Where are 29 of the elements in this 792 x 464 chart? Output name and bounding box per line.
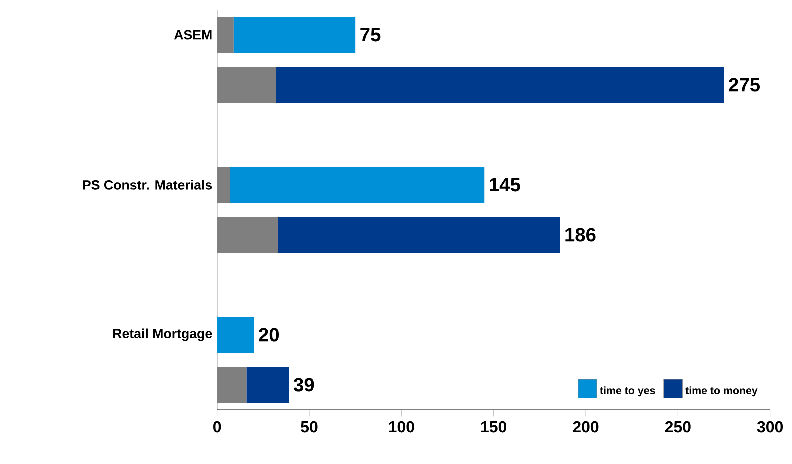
- total-label: 275: [729, 78, 760, 92]
- x-tick-label: 100: [389, 421, 414, 433]
- y-tick-label: PS Constr. Materials: [83, 180, 212, 190]
- bar: [217, 217, 278, 253]
- bar: [217, 317, 254, 354]
- bar: [276, 67, 724, 103]
- bar: [246, 367, 290, 404]
- total-label: 186: [566, 228, 596, 242]
- total-label: 39: [294, 378, 314, 392]
- x-tick-label: 200: [573, 421, 599, 433]
- x-tick-label: 0: [214, 421, 222, 433]
- total-label: 145: [490, 178, 520, 192]
- x-tick-label: 50: [301, 421, 318, 433]
- total-label: 75: [360, 28, 381, 42]
- bar: [217, 167, 230, 204]
- bar: [217, 67, 276, 103]
- bar: [234, 17, 356, 53]
- bar: [278, 217, 560, 253]
- x-tick-label: 150: [481, 421, 507, 433]
- y-tick-label: ASEM: [174, 30, 212, 40]
- legend-label: time to yes: [600, 386, 656, 397]
- total-label: 20: [259, 328, 280, 342]
- bar: [217, 367, 247, 404]
- bar: [217, 17, 234, 53]
- bar: [230, 167, 485, 204]
- x-tick-label: 300: [757, 421, 784, 433]
- x-tick-label: 250: [665, 421, 691, 433]
- y-tick-label: Retail Mortgage: [114, 328, 212, 342]
- legend-label: time to money: [686, 386, 758, 397]
